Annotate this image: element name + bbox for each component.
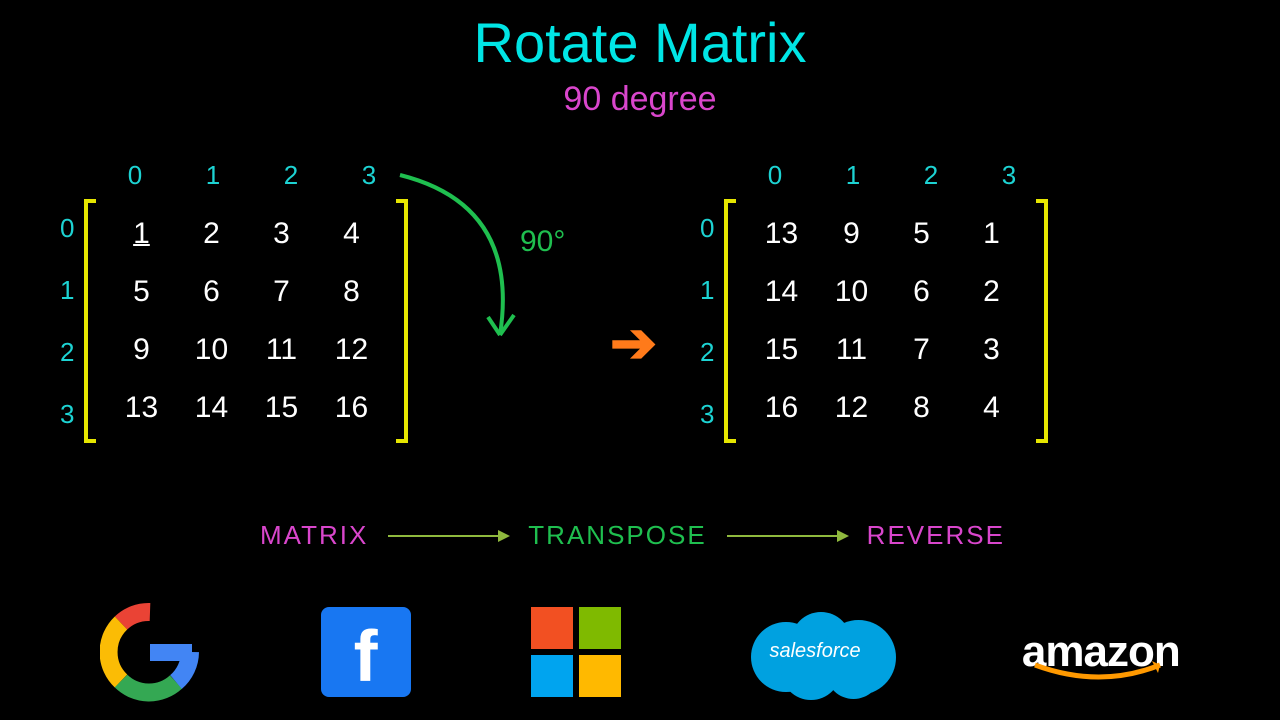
matrix-cell: 2: [176, 205, 246, 263]
microsoft-logo-icon: [531, 607, 621, 697]
output-matrix: 0 1 2 3 0 1 2 3 13951141062151173161284: [700, 160, 1048, 443]
row-idx: 3: [700, 399, 714, 429]
col-idx: 0: [760, 160, 790, 191]
amazon-logo-icon: amazon: [1022, 627, 1180, 677]
facebook-logo-icon: f: [321, 607, 411, 697]
step-label-reverse: REVERSE: [867, 520, 1005, 551]
matrix-cell: 12: [816, 379, 886, 437]
row-indices: 0 1 2 3: [60, 213, 74, 429]
page-title: Rotate Matrix: [474, 10, 807, 75]
bracket-left: [724, 199, 736, 443]
step-label-matrix: MATRIX: [260, 520, 368, 551]
arrow-icon: [388, 535, 508, 537]
col-idx: 2: [276, 160, 306, 191]
matrix-cell: 10: [816, 263, 886, 321]
matrix-cell: 15: [246, 379, 316, 437]
matrix-cell: 13: [746, 205, 816, 263]
row-idx: 2: [60, 337, 74, 367]
row-idx: 3: [60, 399, 74, 429]
google-logo-icon: [100, 602, 200, 702]
algorithm-steps: MATRIX TRANSPOSE REVERSE: [260, 520, 1005, 551]
row-idx: 1: [700, 275, 714, 305]
matrix-cell: 13: [106, 379, 176, 437]
matrix-cell: 11: [246, 321, 316, 379]
matrix-cell: 3: [956, 321, 1026, 379]
page-subtitle: 90 degree: [563, 80, 716, 119]
matrix-cell: 9: [816, 205, 886, 263]
matrix-cell: 5: [106, 263, 176, 321]
matrix-cell: 9: [106, 321, 176, 379]
arrow-right-icon: ➔: [610, 310, 657, 376]
matrix-cell: 16: [316, 379, 386, 437]
matrix-cell: 5: [886, 205, 956, 263]
matrix-cell: 4: [956, 379, 1026, 437]
salesforce-text: salesforce: [769, 640, 860, 663]
rotation-degree-label: 90°: [520, 225, 565, 259]
col-idx: 0: [120, 160, 150, 191]
matrix-cell: 11: [816, 321, 886, 379]
matrix-grid: 13951 141062 151173 161284: [736, 199, 1036, 443]
row-idx: 0: [60, 213, 74, 243]
matrix-cell: 12: [316, 321, 386, 379]
row-idx: 1: [60, 275, 74, 305]
col-idx: 2: [916, 160, 946, 191]
matrix-cell: 16: [746, 379, 816, 437]
matrix-cell: 1: [956, 205, 1026, 263]
col-idx: 3: [994, 160, 1024, 191]
col-idx: 1: [198, 160, 228, 191]
row-idx: 2: [700, 337, 714, 367]
bracket-right: [1036, 199, 1048, 443]
matrix-cell: 8: [886, 379, 956, 437]
matrix-cell: 14: [746, 263, 816, 321]
matrix-cell: 4: [316, 205, 386, 263]
matrix-grid: 12345678910111213141516: [96, 199, 396, 443]
step-label-transpose: TRANSPOSE: [528, 520, 706, 551]
matrix-cell: 10: [176, 321, 246, 379]
matrix-cell: 6: [176, 263, 246, 321]
matrix-cell: 1: [106, 205, 176, 263]
company-logos: f salesforce amazon: [0, 602, 1280, 702]
col-indices: 0 1 2 3: [120, 160, 408, 191]
salesforce-logo-icon: salesforce: [741, 602, 901, 702]
input-matrix: 0 1 2 3 0 1 2 3 12345678910111213141516: [60, 160, 408, 443]
col-idx: 1: [838, 160, 868, 191]
matrix-cell: 2: [956, 263, 1026, 321]
row-indices: 0 1 2 3: [700, 213, 714, 429]
matrix-cell: 3: [246, 205, 316, 263]
matrix-cell: 14: [176, 379, 246, 437]
matrix-cell: 7: [246, 263, 316, 321]
row-idx: 0: [700, 213, 714, 243]
arrow-icon: [727, 535, 847, 537]
bracket-left: [84, 199, 96, 443]
matrix-cell: 6: [886, 263, 956, 321]
col-indices: 0 1 2 3: [760, 160, 1048, 191]
matrix-cell: 7: [886, 321, 956, 379]
rotation-arrow-icon: [380, 165, 560, 365]
matrix-cell: 15: [746, 321, 816, 379]
matrix-cell: 8: [316, 263, 386, 321]
